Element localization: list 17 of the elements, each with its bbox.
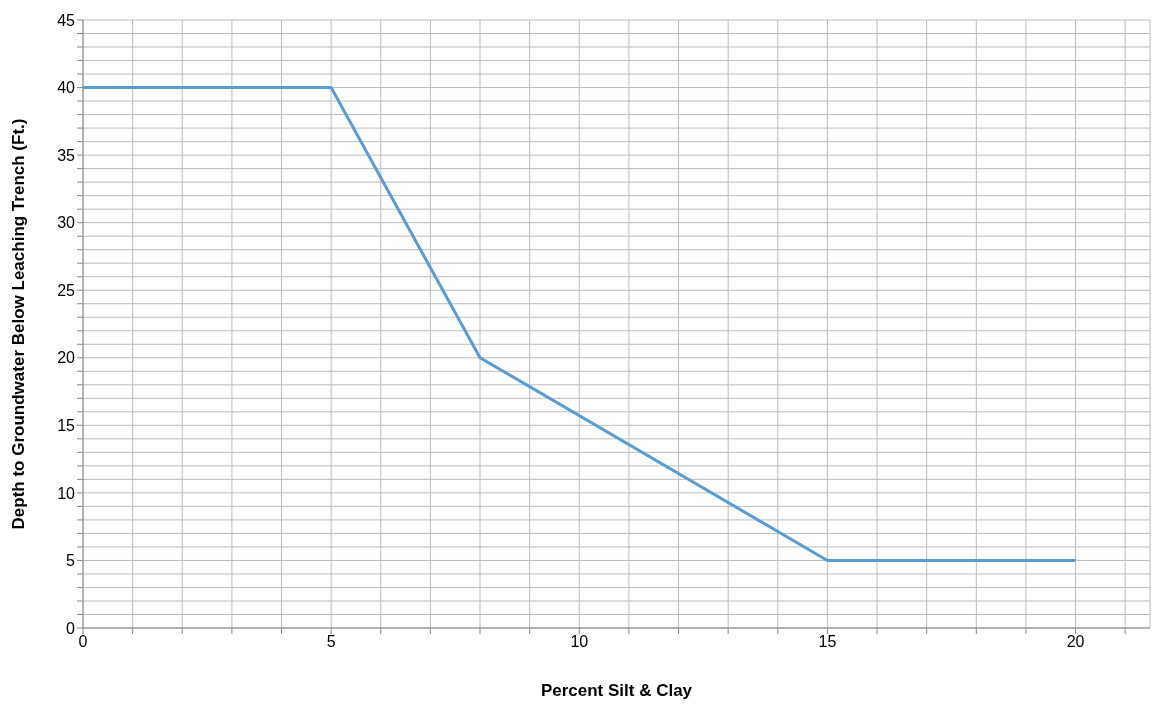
y-tick-label: 0 <box>66 619 76 637</box>
y-tick-label: 25 <box>57 281 76 299</box>
y-tick-label: 5 <box>66 552 76 570</box>
y-tick-label: 15 <box>57 417 76 435</box>
x-tick-label: 10 <box>570 633 589 651</box>
y-tick-label: 35 <box>57 146 76 164</box>
y-tick-label: 30 <box>57 214 76 232</box>
x-tick-label: 20 <box>1066 633 1085 651</box>
y-tick-label: 40 <box>57 79 76 97</box>
x-axis-title: Percent Silt & Clay <box>540 681 693 700</box>
y-axis-title: Depth to Groundwater Below Leaching Trench (Ft.) <box>9 118 29 530</box>
x-tick-label: 15 <box>818 633 837 651</box>
y-tick-label: 10 <box>57 484 76 502</box>
x-tick-label: 5 <box>326 633 336 651</box>
x-tick-label: 0 <box>78 633 88 651</box>
y-tick-label: 20 <box>57 349 76 367</box>
y-tick-label: 45 <box>57 11 76 29</box>
